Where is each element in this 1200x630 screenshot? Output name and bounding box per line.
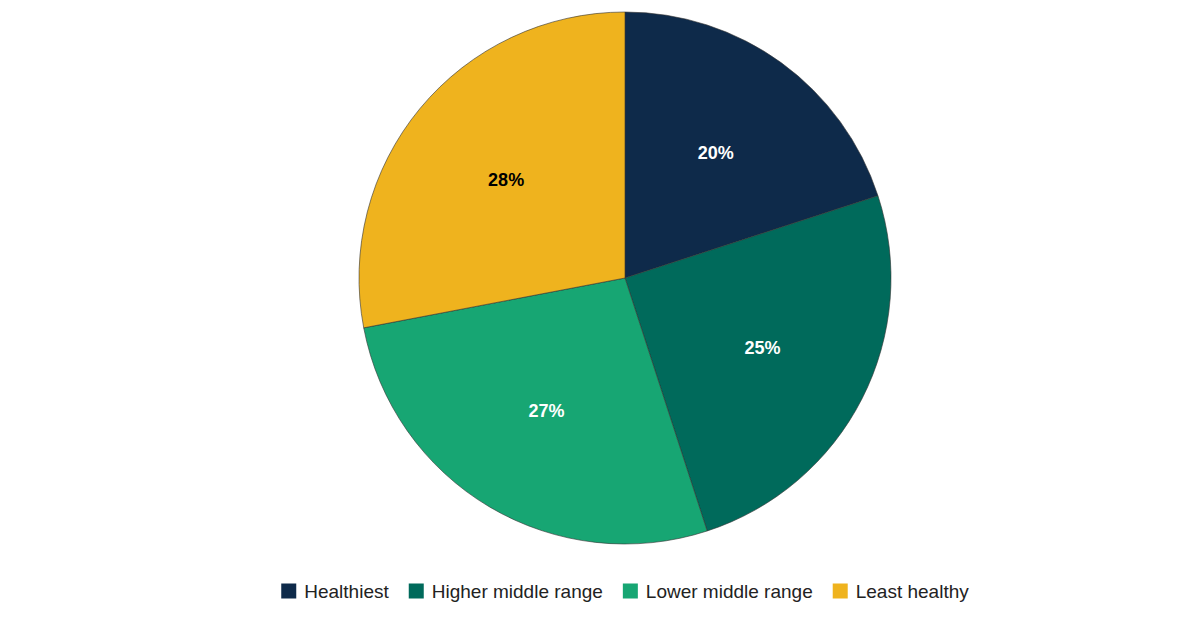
data-label: 28% [488,170,524,190]
legend-swatch [833,584,848,599]
data-labels: 20% 25% 27% 28% [488,143,780,421]
data-label: 20% [698,143,734,163]
legend: Healthiest Higher middle range Lower middl… [281,581,969,602]
legend-swatch [281,584,296,599]
legend-label: Healthiest [304,581,389,602]
data-label: 25% [744,338,780,358]
legend-label: Higher middle range [432,581,603,602]
pie [359,12,891,544]
pie-slice [359,12,625,328]
chart: 20% 25% 27% 28% Healthiest Higher middle rang… [0,0,1200,630]
legend-swatch [409,584,424,599]
legend-label: Least healthy [856,581,970,602]
legend-swatch [623,584,638,599]
data-label: 27% [528,401,564,421]
legend-label: Lower middle range [646,581,813,602]
